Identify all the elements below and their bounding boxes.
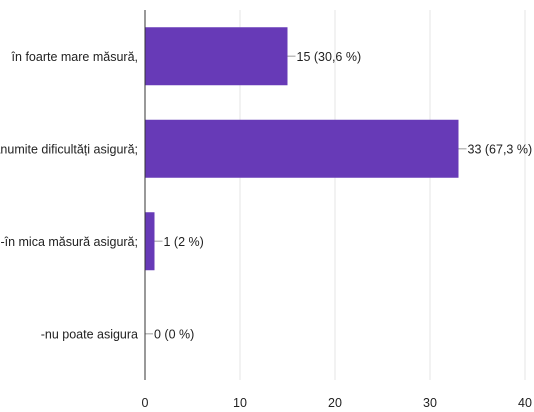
x-tick-label-0: 0 bbox=[142, 396, 149, 410]
bar-2 bbox=[145, 212, 155, 271]
x-tick-label-20: 20 bbox=[328, 396, 342, 410]
category-label-0: în foarte mare măsură, bbox=[11, 50, 138, 64]
x-tick-label-40: 40 bbox=[518, 396, 532, 410]
value-label-2: 1 (2 %) bbox=[164, 235, 204, 249]
value-label-0: 15 (30,6 %) bbox=[297, 50, 362, 64]
value-label-1: 33 (67,3 %) bbox=[468, 142, 533, 156]
bar-0 bbox=[145, 27, 288, 86]
category-label-3: -nu poate asigura bbox=[41, 327, 138, 341]
x-tick-label-30: 30 bbox=[423, 396, 437, 410]
grid-layer bbox=[239, 10, 526, 380]
category-label-2: -în mica măsură asigură; bbox=[0, 235, 138, 249]
value-label-3: 0 (0 %) bbox=[154, 327, 194, 341]
x-tick-label-10: 10 bbox=[233, 396, 247, 410]
category-label-1: cu anumite dificultăți asigură; bbox=[0, 142, 138, 156]
bar-1 bbox=[145, 119, 459, 178]
labels-layer: 0 10 20 30 40 15 (30,6 %) în foarte mare măsur… bbox=[0, 50, 532, 410]
bars-layer bbox=[145, 27, 467, 335]
